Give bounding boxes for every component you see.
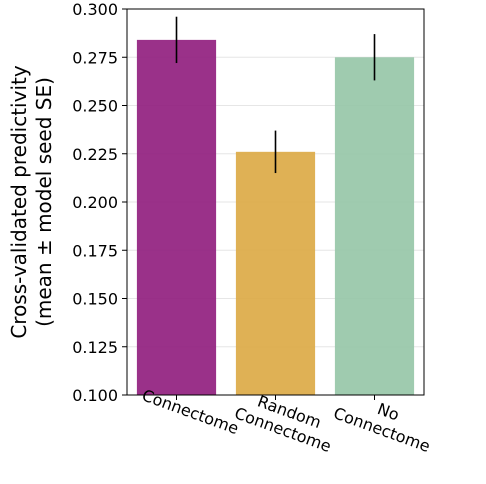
y-tick-label: 0.100 bbox=[72, 386, 118, 405]
x-tick-label: RandomConnectome bbox=[232, 386, 340, 456]
error-bars bbox=[175, 16, 376, 174]
bar bbox=[136, 39, 217, 395]
bar bbox=[334, 57, 415, 395]
y-tick-label: 0.250 bbox=[72, 97, 118, 116]
y-tick-label: 0.225 bbox=[72, 145, 118, 164]
y-tick-label: 0.175 bbox=[72, 241, 118, 260]
y-tick-label: 0.275 bbox=[72, 48, 118, 67]
x-tick-label: NoConnectome bbox=[331, 386, 439, 456]
y-tick-label: 0.300 bbox=[72, 0, 118, 19]
y-tick-label: 0.150 bbox=[72, 290, 118, 309]
y-axis-ticks: 0.100 0.125 0.150 0.175 0.200 0.225 0.250 0.275… bbox=[72, 0, 127, 405]
y-tick-label: 0.200 bbox=[72, 193, 118, 212]
bar bbox=[235, 151, 316, 395]
bars bbox=[136, 39, 415, 395]
y-axis-label: Cross-validated predictivity(mean ± mode… bbox=[7, 65, 56, 339]
x-axis-ticks: Connectome RandomConnectome NoConnectome bbox=[140, 386, 439, 456]
y-tick-label: 0.125 bbox=[72, 338, 118, 357]
